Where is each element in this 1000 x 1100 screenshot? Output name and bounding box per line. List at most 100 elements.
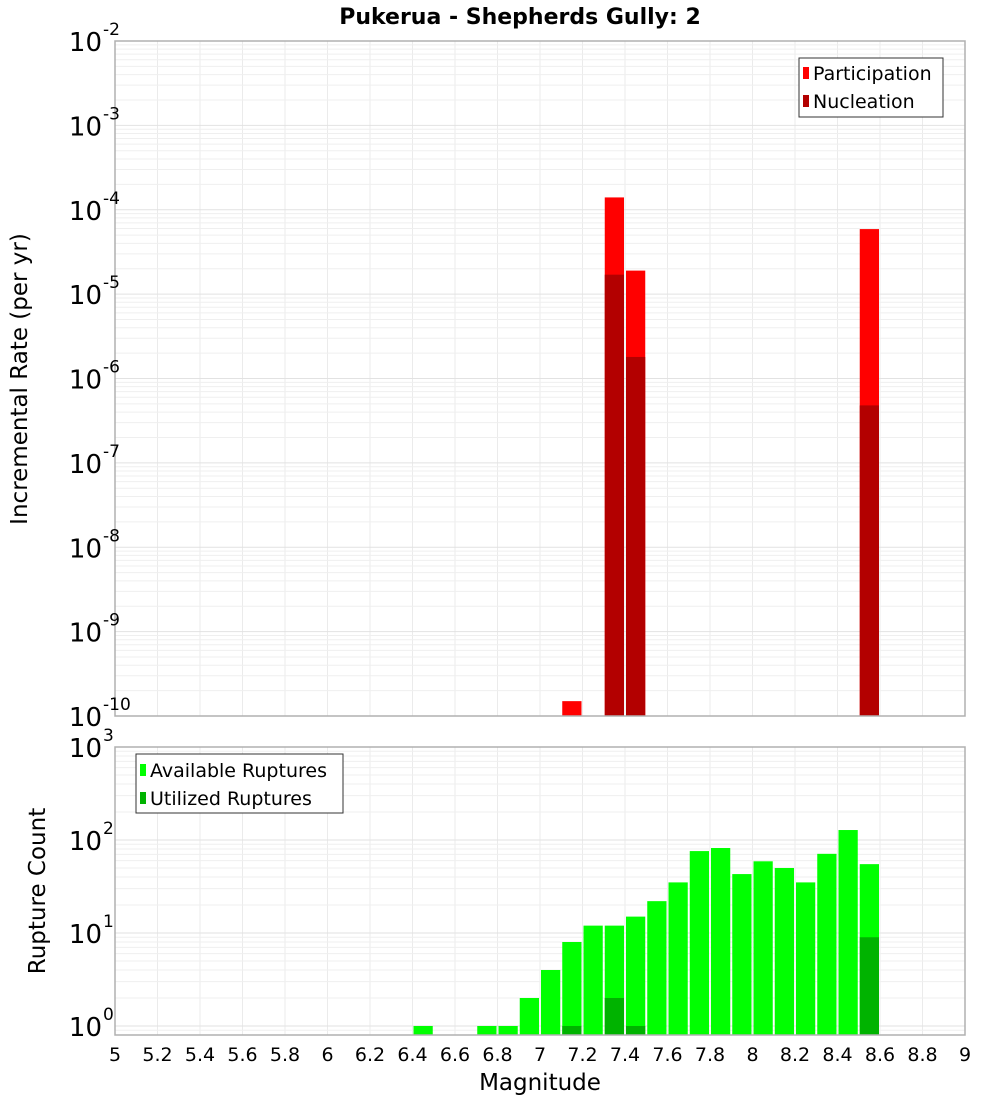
nucleation-swatch [803, 95, 809, 107]
x-tick-label: 8 [746, 1044, 758, 1066]
svg-text:-5: -5 [103, 273, 120, 293]
bottom-y-axis-label: Rupture Count [25, 808, 51, 974]
bar-available-ruptures [647, 901, 667, 1035]
bar-available-ruptures [519, 997, 539, 1035]
x-tick-label: 5.6 [227, 1044, 257, 1066]
x-tick-label: 6.2 [355, 1044, 385, 1066]
svg-text:10: 10 [69, 827, 102, 857]
svg-text:10: 10 [69, 197, 102, 227]
x-tick-label: 9 [959, 1044, 971, 1066]
svg-text:0: 0 [103, 1005, 114, 1025]
svg-text:10: 10 [69, 703, 102, 733]
x-tick-label: 7.2 [567, 1044, 597, 1066]
svg-text:-4: -4 [103, 189, 120, 209]
y-tick-label: 10 -6 [69, 358, 120, 396]
bar-available-ruptures [796, 882, 816, 1035]
bar-nucleation [626, 356, 646, 716]
svg-text:-10: -10 [103, 695, 131, 715]
x-tick-label: 7.6 [652, 1044, 682, 1066]
bottom-plot-bars [413, 830, 879, 1035]
x-tick-label: 5.8 [270, 1044, 300, 1066]
x-tick-label: 7.4 [610, 1044, 640, 1066]
utilized-ruptures-swatch [140, 792, 146, 804]
svg-text:-9: -9 [103, 611, 120, 631]
svg-text:10: 10 [69, 619, 102, 649]
top-plot-grid [115, 40, 965, 717]
y-tick-label: 10 -9 [69, 611, 120, 649]
bar-nucleation [604, 274, 624, 716]
svg-text:3: 3 [103, 726, 114, 746]
svg-text:2: 2 [103, 819, 114, 839]
x-tick-label: 8.6 [865, 1044, 895, 1066]
svg-text:-3: -3 [103, 104, 120, 124]
x-tick-label: 8.8 [907, 1044, 937, 1066]
y-tick-label: 10 -2 [69, 20, 120, 58]
legend-nucleation: Nucleation [813, 91, 915, 113]
svg-text:-8: -8 [103, 526, 120, 546]
bar-available-ruptures [541, 969, 561, 1035]
incremental-rate-plot: 10-210-310-410-510-610-710-810-910-10 In… [7, 20, 966, 733]
svg-text:10: 10 [69, 112, 102, 142]
available-ruptures-swatch [140, 764, 146, 776]
x-axis-ticks: 5 5.2 5.4 5.6 5.8 6 6.2 6.4 6.6 6.8 7 7.2 7.4 7.6 7.8 8… [109, 1044, 971, 1066]
y-tick-label: 10 -10 [69, 695, 131, 733]
x-tick-label: 6.4 [397, 1044, 427, 1066]
y-tick-label: 10 -4 [69, 189, 120, 227]
x-tick-label: 6.6 [440, 1044, 470, 1066]
top-legend: Participation Nucleation [798, 57, 944, 118]
bottom-legend: Available Ruptures Utilized Ruptures [135, 753, 344, 814]
x-axis-label: Magnitude [479, 1070, 601, 1096]
bar-nucleation [859, 405, 879, 716]
top-plot-bars [562, 197, 879, 717]
bar-available-ruptures [753, 861, 773, 1035]
svg-text:10: 10 [69, 534, 102, 564]
top-plot-frame [114, 40, 966, 717]
svg-text:10: 10 [69, 28, 102, 58]
svg-text:10: 10 [69, 366, 102, 396]
y-tick-label: 10 2 [69, 819, 114, 857]
legend-utilized-ruptures: Utilized Ruptures [150, 788, 312, 810]
x-tick-label: 5.2 [142, 1044, 172, 1066]
bar-available-ruptures [583, 925, 603, 1035]
svg-text:10: 10 [69, 920, 102, 950]
bar-utilized-ruptures [604, 997, 624, 1035]
y-tick-label: 10 3 [69, 726, 114, 764]
svg-text:10: 10 [69, 450, 102, 480]
bar-participation [562, 701, 582, 716]
legend-available-ruptures: Available Ruptures [150, 760, 327, 782]
y-tick-label: 10 -5 [69, 273, 120, 311]
bar-available-ruptures [689, 851, 709, 1035]
chart-title: Pukerua - Shepherds Gully: 2 [339, 5, 701, 30]
svg-text:10: 10 [69, 734, 102, 764]
x-tick-label: 5.4 [185, 1044, 215, 1066]
y-tick-label: 10 0 [69, 1005, 114, 1043]
svg-text:1: 1 [103, 912, 114, 932]
y-tick-label: 10 -3 [69, 104, 120, 142]
bar-available-ruptures [562, 942, 582, 1035]
bar-utilized-ruptures [859, 937, 879, 1035]
y-tick-label: 10 -7 [69, 442, 120, 480]
y-tick-label: 10 1 [69, 912, 114, 950]
x-tick-label: 8.4 [822, 1044, 852, 1066]
svg-text:-2: -2 [103, 20, 120, 40]
x-tick-label: 5 [109, 1044, 121, 1066]
x-tick-label: 7.8 [695, 1044, 725, 1066]
bar-available-ruptures [711, 848, 731, 1035]
bar-available-ruptures [498, 1025, 518, 1035]
bar-available-ruptures [477, 1025, 497, 1035]
svg-text:-6: -6 [103, 358, 120, 378]
bar-available-ruptures [668, 882, 688, 1035]
bar-available-ruptures [838, 830, 858, 1035]
x-tick-label: 8.2 [780, 1044, 810, 1066]
top-y-axis-label: Incremental Rate (per yr) [7, 233, 33, 525]
bar-available-ruptures [413, 1025, 433, 1035]
bottom-legend-box [135, 753, 344, 814]
svg-text:10: 10 [69, 281, 102, 311]
x-tick-label: 6.8 [482, 1044, 512, 1066]
svg-text:10: 10 [69, 1013, 102, 1043]
x-tick-label: 6 [321, 1044, 333, 1066]
participation-swatch [803, 67, 809, 79]
